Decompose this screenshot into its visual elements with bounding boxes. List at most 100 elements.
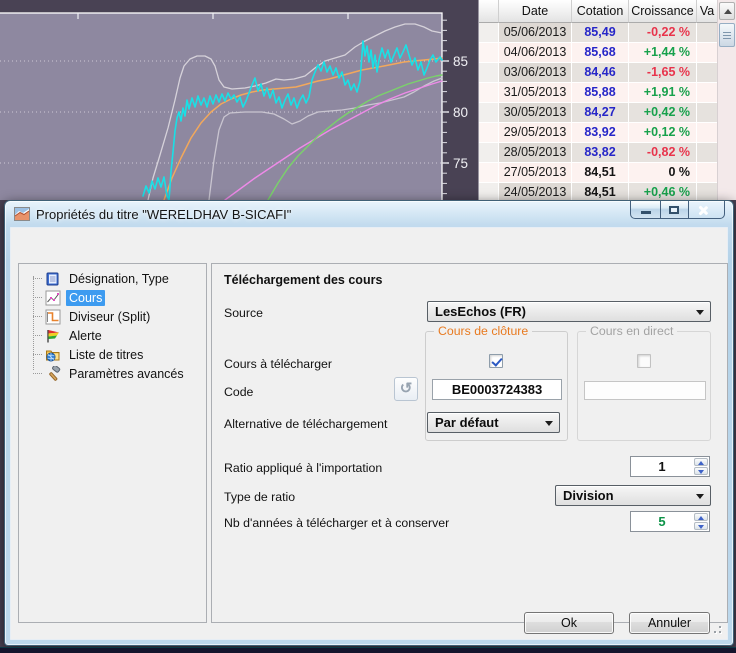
cell-va[interactable]: [697, 43, 718, 63]
cell-va[interactable]: [697, 83, 718, 103]
sidebar-item-designation-type[interactable]: Désignation, Type: [19, 269, 206, 288]
cell-date[interactable]: 05/06/2013: [499, 23, 572, 43]
sidebar-item-label: Désignation, Type: [69, 271, 169, 286]
resize-grip[interactable]: [709, 621, 721, 633]
close-button[interactable]: [688, 201, 725, 219]
column-header-croissance[interactable]: Croissance: [629, 0, 697, 23]
close-code-field[interactable]: BE0003724383: [432, 379, 562, 400]
alternative-value: Par défaut: [435, 415, 499, 430]
table-row[interactable]: 05/06/2013 85,49 -0,22 %: [479, 23, 736, 43]
alternative-select[interactable]: Par défaut: [427, 412, 560, 433]
group-cours-en-direct-label: Cours en direct: [586, 324, 678, 338]
scrollbar-thumb[interactable]: [719, 23, 735, 47]
table-row[interactable]: 29/05/2013 83,92 +0,12 %: [479, 123, 736, 143]
table-row[interactable]: 04/06/2013 85,68 +1,44 %: [479, 43, 736, 63]
ratio-type-select[interactable]: Division: [555, 485, 711, 506]
cell-va[interactable]: [697, 143, 718, 163]
cell-va[interactable]: [697, 103, 718, 123]
ok-button[interactable]: Ok: [524, 612, 614, 634]
dialog-titlebar[interactable]: Propriétés du titre "WERELDHAV B-SICAFI": [5, 201, 733, 227]
cell-va[interactable]: [697, 23, 718, 43]
spin-up-icon[interactable]: [694, 513, 708, 521]
row-selector[interactable]: [479, 163, 499, 183]
cell-date[interactable]: 03/06/2013: [499, 63, 572, 83]
sidebar-item-cours[interactable]: Cours: [19, 288, 206, 307]
cell-date[interactable]: 31/05/2013: [499, 83, 572, 103]
alert-flag-icon: [47, 329, 59, 342]
cell-cotation[interactable]: 84,51: [572, 163, 629, 183]
sidebar-item-parametres-avances[interactable]: Paramètres avancés: [19, 364, 206, 383]
caption-buttons: [630, 201, 725, 219]
cell-date[interactable]: 30/05/2013: [499, 103, 572, 123]
cell-date[interactable]: 28/05/2013: [499, 143, 572, 163]
quotes-table: Date Cotation Croissance Va 05/06/2013 8…: [478, 0, 736, 203]
cell-cotation[interactable]: 84,46: [572, 63, 629, 83]
y-axis-label: 75: [453, 156, 468, 171]
ratio-stepper[interactable]: 1: [630, 456, 710, 477]
ma-long-magenta-line: [224, 80, 443, 200]
row-selector[interactable]: [479, 143, 499, 163]
row-selector[interactable]: [479, 23, 499, 43]
cell-croissance[interactable]: +0,42 %: [629, 103, 697, 123]
years-stepper[interactable]: 5: [630, 511, 710, 532]
cell-date[interactable]: 27/05/2013: [499, 163, 572, 183]
table-row[interactable]: 24/05/2013 84,51 +0,46 %: [479, 183, 736, 203]
cell-croissance[interactable]: -0,22 %: [629, 23, 697, 43]
live-code-field: [584, 381, 706, 400]
hammer-icon: [49, 365, 61, 381]
cell-va[interactable]: [697, 63, 718, 83]
band-upper-line: [147, 23, 443, 200]
table-row[interactable]: 03/06/2013 84,46 -1,65 %: [479, 63, 736, 83]
group-cours-de-cloture-label: Cours de clôture: [434, 324, 533, 338]
row-selector[interactable]: [479, 103, 499, 123]
table-row[interactable]: 27/05/2013 84,51 0 %: [479, 163, 736, 183]
quotes-table-header: Date Cotation Croissance Va: [479, 0, 736, 23]
column-header-va[interactable]: Va: [697, 0, 718, 23]
row-selector[interactable]: [479, 43, 499, 63]
row-selector[interactable]: [479, 63, 499, 83]
column-header-date[interactable]: Date: [499, 0, 572, 23]
sidebar-item-alerte[interactable]: Alerte: [19, 326, 206, 345]
price-chart[interactable]: 85 80 75: [0, 0, 478, 200]
source-select[interactable]: LesEchos (FR): [427, 301, 711, 322]
cell-date[interactable]: 04/06/2013: [499, 43, 572, 63]
cell-cotation[interactable]: 83,82: [572, 143, 629, 163]
maximize-button[interactable]: [661, 201, 688, 219]
row-selector[interactable]: [479, 123, 499, 143]
cell-croissance[interactable]: -0,82 %: [629, 143, 697, 163]
spin-down-icon[interactable]: [694, 522, 708, 530]
cell-croissance[interactable]: +1,91 %: [629, 83, 697, 103]
cell-croissance[interactable]: -1,65 %: [629, 63, 697, 83]
sidebar-item-liste-de-titres[interactable]: Liste de titres: [19, 345, 206, 364]
table-row[interactable]: 30/05/2013 84,27 +0,42 %: [479, 103, 736, 123]
cell-cotation[interactable]: 84,27: [572, 103, 629, 123]
table-scrollbar[interactable]: [717, 0, 735, 200]
titles-folder-icon: [46, 350, 60, 361]
cell-croissance[interactable]: 0 %: [629, 163, 697, 183]
column-header-rowselect[interactable]: [479, 0, 499, 23]
close-price-checkbox[interactable]: [489, 354, 503, 368]
table-row[interactable]: 31/05/2013 85,88 +1,91 %: [479, 83, 736, 103]
cell-cotation[interactable]: 85,88: [572, 83, 629, 103]
years-value[interactable]: 5: [658, 514, 666, 529]
sidebar-item-diviseur-split[interactable]: Diviseur (Split): [19, 307, 206, 326]
minimize-button[interactable]: [630, 201, 661, 219]
row-selector[interactable]: [479, 83, 499, 103]
ratio-value[interactable]: 1: [658, 459, 666, 474]
scrollbar-up-button[interactable]: [719, 2, 735, 20]
cell-va[interactable]: [697, 123, 718, 143]
cell-croissance[interactable]: +0,12 %: [629, 123, 697, 143]
column-header-cotation[interactable]: Cotation: [572, 0, 629, 23]
cancel-button[interactable]: Annuler: [629, 612, 710, 634]
table-row[interactable]: 28/05/2013 83,82 -0,82 %: [479, 143, 736, 163]
cell-cotation[interactable]: 83,92: [572, 123, 629, 143]
cell-croissance[interactable]: +1,44 %: [629, 43, 697, 63]
refresh-code-button[interactable]: ↺: [394, 377, 418, 401]
spin-down-icon[interactable]: [694, 467, 708, 475]
cell-cotation[interactable]: 84,51: [572, 183, 629, 203]
cell-cotation[interactable]: 85,68: [572, 43, 629, 63]
cell-date[interactable]: 29/05/2013: [499, 123, 572, 143]
cell-cotation[interactable]: 85,49: [572, 23, 629, 43]
spin-up-icon[interactable]: [694, 458, 708, 466]
cell-va[interactable]: [697, 163, 718, 183]
